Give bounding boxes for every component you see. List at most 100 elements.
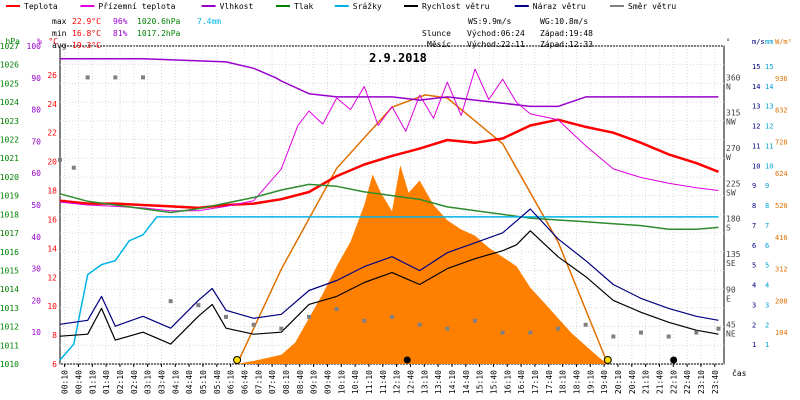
tick-label-temp: 16 (47, 215, 57, 224)
x-tick-label: 18:40 (572, 370, 581, 394)
series-line-tlak (59, 183, 719, 231)
x-tick-label: 19:10 (586, 370, 595, 394)
stat-label: max (52, 17, 67, 26)
axis-label-wm2: W/m² (775, 38, 792, 46)
tick-label-hpa: 1014 (0, 285, 19, 294)
tick-label-mm: 9 (765, 182, 769, 190)
x-tick-label: 14:40 (462, 370, 471, 394)
x-tick-label: 06:40 (240, 370, 249, 394)
tick-label-pct: 20 (31, 296, 41, 305)
sun-curve-line (236, 94, 609, 365)
wind-direction-point (583, 322, 588, 327)
x-tick-label: 15:10 (476, 370, 485, 394)
x-tick-label: 23:10 (697, 370, 706, 394)
x-tick-label: 20:10 (614, 370, 623, 394)
x-tick-label: 08:10 (282, 370, 291, 394)
x-axis-label: čas (732, 368, 747, 378)
tick-label-ms: 1 (752, 341, 756, 349)
x-tick-label: 09:10 (310, 370, 319, 394)
tick-label-hpa: 1019 (0, 192, 19, 201)
stat-hum: 96% (113, 17, 128, 26)
axis-label-dir: ° (726, 38, 730, 46)
x-tick-label: 14:10 (448, 370, 457, 394)
series-line-přízemní-teplota (59, 68, 719, 212)
tick-label-dir: 180 (726, 215, 741, 224)
tick-label-pct: 40 (31, 233, 41, 242)
tick-label-pct: 90 (31, 74, 41, 83)
wind-direction-point (528, 330, 533, 335)
tick-label-wm2: 416 (775, 234, 788, 242)
tick-label-temp: 6 (52, 360, 57, 369)
tick-label-dir-compass: SE (726, 259, 736, 268)
wind-direction-point (639, 330, 643, 335)
wind-direction-point (556, 326, 560, 331)
tick-label-hpa: 1022 (0, 136, 19, 145)
tick-label-hpa: 1010 (0, 360, 19, 369)
tick-label-hpa: 1011 (0, 341, 19, 350)
axis-label-ms: m/s (752, 38, 765, 46)
sun-set: Západ:19:48 (540, 29, 593, 38)
tick-label-wm2: 728 (775, 138, 788, 146)
tick-label-dir: 360 (726, 73, 741, 82)
tick-label-dir-compass: SW (726, 188, 736, 197)
tick-label-mm: 4 (765, 282, 769, 290)
x-tick-label: 00:10 (61, 370, 70, 394)
tick-label-mm: 14 (765, 83, 773, 91)
tick-label-mm: 5 (765, 262, 769, 270)
x-tick-label: 13:10 (420, 370, 429, 394)
tick-label-temp: 18 (47, 187, 57, 196)
tick-label-hpa: 1026 (0, 61, 19, 70)
tick-label-dir: 135 (726, 250, 741, 259)
tick-label-hpa: 1027 (0, 42, 19, 51)
wind-direction-point (694, 330, 699, 335)
tick-label-wm2: 520 (775, 202, 788, 210)
tick-label-mm: 1 (765, 341, 769, 349)
wind-direction-point (168, 299, 173, 304)
x-tick-label: 10:40 (351, 370, 360, 394)
x-tick-label: 12:10 (393, 370, 402, 394)
legend-item: Náraz větru (533, 2, 586, 11)
wind-direction-point (224, 314, 228, 319)
wind-direction-point (716, 326, 721, 331)
tick-label-ms: 6 (752, 242, 756, 250)
tick-label-ms: 8 (752, 202, 756, 210)
stat-label: min (52, 29, 67, 38)
tick-label-temp: 22 (47, 129, 57, 138)
tick-label-ms: 9 (752, 182, 756, 190)
x-tick-label: 00:40 (74, 370, 83, 394)
wind-direction-point (58, 157, 62, 162)
tick-label-ms: 4 (752, 282, 756, 290)
wind-direction-point (473, 318, 477, 323)
wind-direction-point (362, 318, 367, 323)
x-tick-label: 06:10 (227, 370, 236, 394)
tick-label-ms: 5 (752, 262, 756, 270)
tick-label-pct: 10 (31, 328, 41, 337)
tick-label-ms: 15 (752, 63, 760, 71)
x-tick-label: 03:40 (157, 370, 166, 394)
x-tick-label: 10:10 (337, 370, 346, 394)
tick-label-hpa: 1021 (0, 154, 19, 163)
tick-label-ms: 14 (752, 83, 760, 91)
tick-label-wm2: 208 (775, 297, 788, 305)
x-tick-label: 23:40 (711, 370, 720, 394)
x-tick-label: 16:40 (517, 370, 526, 394)
tick-label-dir: 45 (726, 321, 736, 330)
stat-label: avg (52, 41, 67, 50)
tick-label-dir: 315 (726, 109, 741, 118)
wind-direction-point (307, 314, 311, 319)
series-line-vlhkost (60, 57, 719, 108)
tick-label-mm: 2 (765, 321, 769, 329)
tick-label-dir-compass: S (726, 224, 731, 233)
tick-label-hpa: 1017 (0, 229, 19, 238)
legend-item: Rychlost větru (422, 2, 490, 11)
x-tick-label: 15:40 (489, 370, 498, 394)
tick-label-temp: 10 (47, 302, 57, 311)
radiation-area (237, 165, 608, 364)
x-tick-label: 22:40 (683, 370, 692, 394)
tick-label-temp: 12 (47, 273, 57, 282)
axis-label-hpa: hPa (6, 37, 21, 46)
x-tick-label: 11:10 (365, 370, 374, 394)
series-line-rychlost-větru (59, 230, 719, 345)
x-tick-label: 07:40 (268, 370, 277, 394)
wind-direction-point (279, 326, 284, 331)
